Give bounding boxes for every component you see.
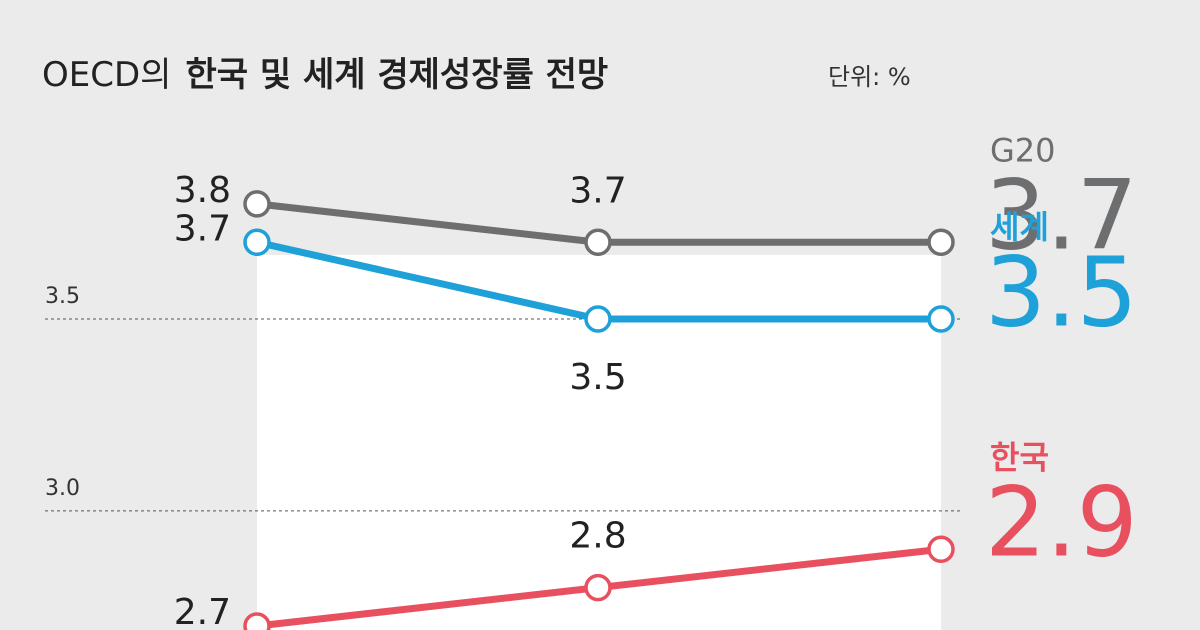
data-label: 3.7 <box>569 170 626 211</box>
unit-label: 단위: % <box>828 63 911 91</box>
chart-title: 한국 및 세계 경제성장률 전망 <box>185 55 608 95</box>
chart-title-lead: OECD의 <box>42 55 171 95</box>
end-value-label: 2.9 <box>985 467 1138 579</box>
end-value-label: 3.5 <box>985 236 1138 348</box>
series-name: G20 <box>990 131 1056 169</box>
y-tick-label: 3.5 <box>45 284 80 309</box>
data-label: 3.5 <box>569 357 626 398</box>
point <box>584 228 612 256</box>
data-label: 2.8 <box>569 516 626 557</box>
data-label: 3.7 <box>174 208 231 249</box>
point <box>927 305 955 333</box>
data-label: 2.7 <box>174 592 231 630</box>
data-label: 3.8 <box>174 170 231 211</box>
point <box>243 228 271 256</box>
point <box>584 305 612 333</box>
point <box>927 535 955 563</box>
point <box>927 228 955 256</box>
series-name: 세계 <box>990 208 1049 246</box>
series-name: 한국 <box>990 438 1049 476</box>
point <box>243 612 271 630</box>
y-tick-label: 3.0 <box>45 476 80 501</box>
end-value-label: 3.7 <box>985 160 1138 272</box>
point <box>584 573 612 602</box>
lines <box>243 190 955 630</box>
chart-title-group: OECD의 한국 및 세계 경제성장률 전망 <box>42 55 608 95</box>
point <box>243 190 271 218</box>
